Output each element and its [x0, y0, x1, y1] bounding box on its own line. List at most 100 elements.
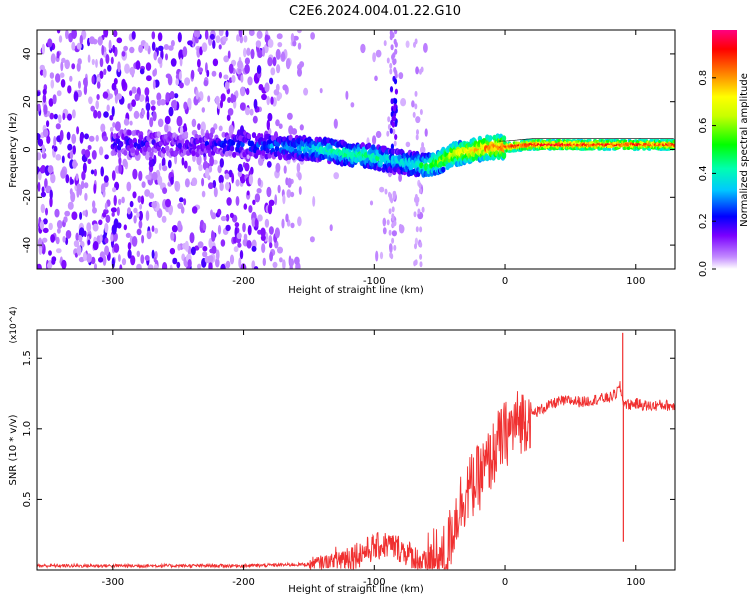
spectrogram-speckle — [100, 123, 106, 133]
spectrogram-ridge-cell — [119, 141, 124, 148]
spectrogram-speckle — [277, 42, 283, 48]
spectrogram-speckle — [187, 259, 192, 268]
spectrogram-ridge-cell — [488, 135, 493, 142]
spectrogram-speckle — [202, 246, 208, 252]
spectrogram-ridge-cell — [588, 138, 592, 142]
spectrogram-speckle — [138, 44, 144, 53]
spectrogram-speckle — [228, 63, 234, 74]
spectrogram-ridge-core — [609, 143, 611, 147]
spectrogram-speckle — [164, 115, 171, 125]
spectrogram-speckle — [110, 234, 114, 242]
spectrogram-burst — [391, 54, 395, 60]
spectrogram-ridge-cell — [672, 140, 675, 144]
spectrogram-speckle — [123, 224, 128, 231]
spectrogram-speckle — [229, 212, 234, 219]
spectrogram-speckle — [220, 215, 227, 222]
spectrogram-streak — [416, 129, 419, 136]
spectrogram-speckle — [140, 195, 145, 205]
colorbar-tick-label: 0.8 — [698, 70, 709, 86]
spectrogram-speckle — [104, 202, 108, 211]
spectrogram-speckle — [274, 194, 278, 206]
spectrogram-speckle — [195, 89, 199, 100]
spectrogram-speckle — [121, 196, 125, 204]
spectrogram-speckle — [212, 180, 217, 189]
spectrogram-ridge-core — [615, 143, 618, 147]
spectrogram-speckle — [223, 74, 229, 80]
spectrogram-speckle — [171, 225, 178, 233]
spectrogram-speckle — [123, 45, 128, 52]
spectrogram-speckle — [299, 124, 304, 131]
spectrogram-speckle — [144, 255, 150, 261]
spectrogram-speckle — [282, 84, 288, 91]
spectrogram-speckle — [108, 39, 112, 51]
spectrogram-speckle — [200, 128, 204, 136]
colorbar-tick-label: 0.6 — [698, 118, 709, 134]
spectrogram-speckle — [127, 242, 132, 250]
spectrogram-ridge-core — [633, 143, 635, 147]
spectrogram-ridge-cell — [513, 149, 518, 153]
spectrogram-speckle — [208, 237, 213, 249]
spectrogram-ridge-cell — [572, 138, 576, 142]
spectrogram-speckle — [116, 37, 123, 44]
colorbar-gradient — [712, 30, 737, 269]
spectrogram-speckle — [415, 116, 421, 124]
spectrogram-streak — [393, 220, 397, 227]
spectrogram-speckle — [65, 30, 69, 40]
spectrogram-speckle — [287, 112, 293, 120]
spectrogram-speckle — [258, 84, 264, 91]
spectrogram-speckle — [267, 57, 273, 67]
spectrogram-speckle — [405, 141, 411, 148]
spectrogram-speckle — [39, 220, 45, 231]
spectrogram-speckle — [398, 173, 402, 182]
spectrogram-speckle — [158, 163, 162, 171]
spectrogram-speckle — [179, 57, 183, 67]
spectrogram-ridge-cell — [261, 150, 266, 156]
spectrogram-speckle — [76, 42, 82, 50]
spectrogram-speckle — [112, 122, 116, 128]
spectrogram-speckle — [66, 131, 71, 141]
spectrogram-speckle — [279, 257, 283, 263]
spectrogram-ridge-cell — [274, 145, 280, 152]
spectrogram-ridge-cell — [246, 133, 251, 140]
spectrogram-speckle — [374, 75, 378, 82]
spectrogram-ridge-cell — [229, 145, 235, 152]
spectrogram-speckle — [266, 119, 270, 131]
spectrogram-speckle — [257, 214, 263, 222]
spectrogram-streak — [391, 237, 395, 244]
spectrogram-x-ticks: -300 -200 -100 0 100 — [101, 30, 645, 287]
spectrogram-speckle — [130, 255, 136, 266]
spectrogram-speckle — [93, 109, 98, 119]
spectrogram-streak — [417, 208, 421, 215]
spectrogram-speckle — [145, 210, 150, 221]
spectrogram-speckle — [257, 177, 262, 187]
spectrogram-speckle — [96, 94, 100, 100]
spectrogram-speckle — [101, 44, 105, 56]
spectrogram-speckle — [103, 68, 107, 76]
spectrogram-speckle — [92, 241, 99, 251]
spectrogram-streak — [384, 188, 388, 195]
spectrogram-streak — [386, 57, 390, 64]
spectrogram-speckle — [197, 241, 204, 249]
spectrogram-speckle — [153, 51, 158, 61]
spectrogram-y-tick-label: -20 — [22, 189, 33, 205]
spectrogram-speckle — [266, 161, 272, 168]
spectrogram-speckle — [46, 120, 50, 128]
spectrogram-speckle — [42, 128, 49, 138]
spectrogram-speckle — [121, 51, 126, 57]
colorbar: 0.0 0.2 0.4 0.6 0.8 Normalized spectral ampl… — [698, 30, 750, 277]
spectrogram-speckle — [50, 173, 56, 184]
spectrogram-speckle — [118, 254, 121, 262]
spectrogram-speckle — [63, 216, 68, 223]
spectrogram-speckle — [139, 68, 145, 75]
spectrogram-speckle — [146, 75, 152, 82]
spectrogram-speckle — [382, 217, 387, 227]
spectrogram-speckle — [55, 236, 60, 245]
spectrogram-speckle — [157, 175, 163, 186]
colorbar-tick-label: 0.0 — [698, 261, 709, 277]
spectrogram-speckle — [104, 245, 110, 256]
spectrogram-burst — [393, 78, 398, 85]
spectrogram-speckle — [56, 30, 61, 34]
spectrogram-speckle — [90, 169, 95, 175]
spectrogram-speckle — [174, 180, 178, 191]
spectrogram-speckle — [90, 105, 95, 112]
